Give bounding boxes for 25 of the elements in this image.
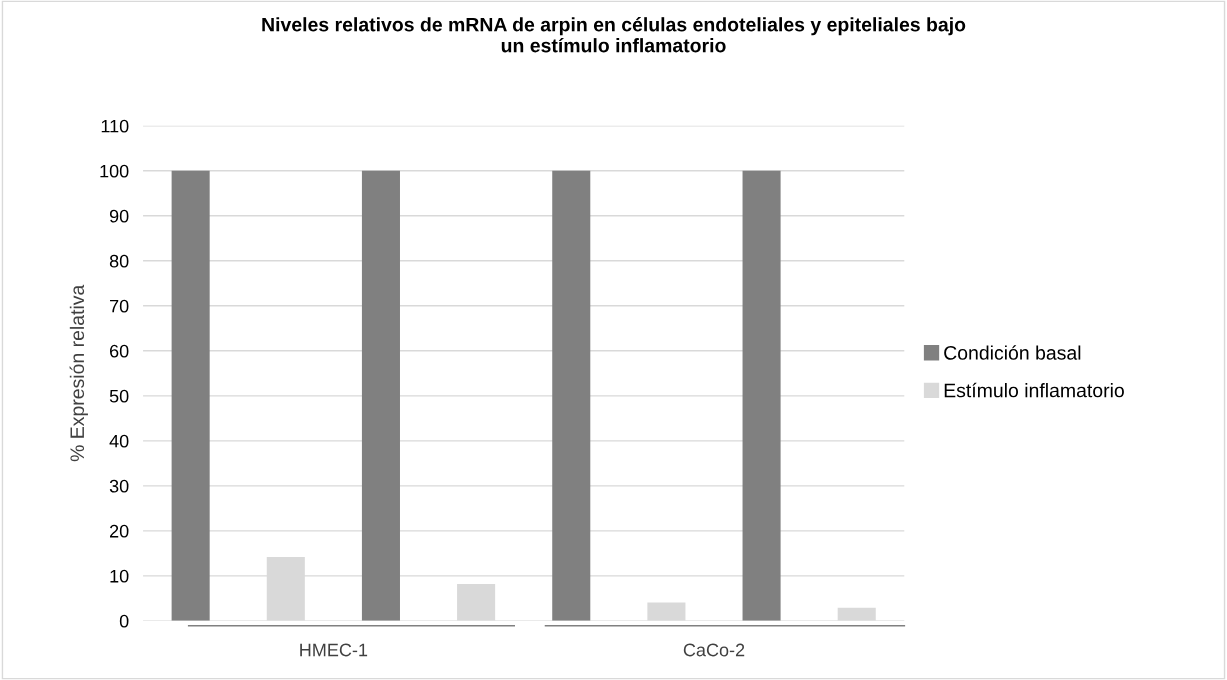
y-tick-label: 70: [110, 299, 129, 313]
legend-label: Estímulo inflamatorio: [944, 382, 1124, 398]
bar: [552, 170, 591, 621]
bar: [742, 170, 781, 621]
y-tick-label: 20: [110, 524, 129, 538]
bar: [457, 583, 496, 621]
y-tick-label: 80: [109, 254, 129, 268]
y-tick-label: 40: [109, 434, 129, 448]
bar: [837, 607, 876, 621]
bar: [361, 170, 400, 621]
bar: [171, 170, 210, 621]
text: CaCo-2: [683, 643, 745, 657]
chart-title: Niveles relativos de mRNA de arpin en células endoteliales y epiteliales bajo un estímulo inflamatorio: [262, 17, 966, 53]
legend-label: Condición basal: [944, 345, 1081, 360]
y-tick-label: 60: [110, 344, 129, 358]
y-axis-title: % Expresión relativa: [69, 284, 88, 462]
y-tick-label: 30: [109, 479, 129, 493]
y-tick-label: 0: [119, 614, 129, 628]
y-tick-label: 90: [109, 209, 129, 223]
y-tick-label: 110: [101, 119, 129, 133]
bar: [647, 602, 686, 621]
y-tick-label: 100: [100, 164, 129, 178]
y-tick-label: 10: [110, 569, 129, 583]
text: HMEC-1: [300, 643, 368, 657]
y-tick-label: 50: [109, 389, 129, 403]
